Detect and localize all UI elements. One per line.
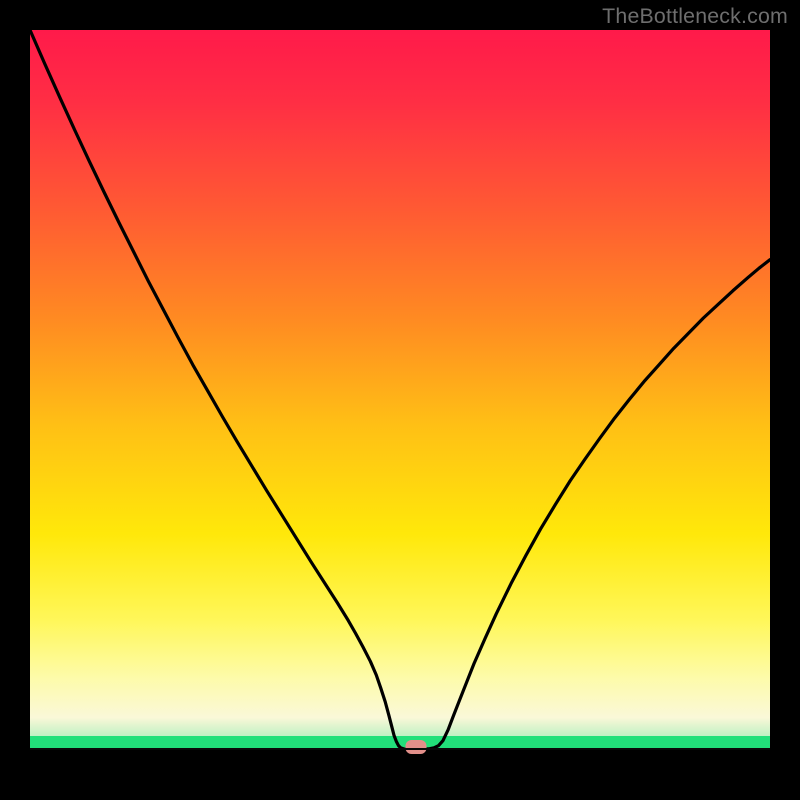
plot-baseline [30, 748, 770, 750]
watermark-text: TheBottleneck.com [602, 4, 788, 29]
chart-stage: TheBottleneck.com [0, 0, 800, 800]
plot-area [30, 30, 770, 750]
bottleneck-curve [30, 30, 770, 750]
bottleneck-curve-path [30, 30, 770, 749]
